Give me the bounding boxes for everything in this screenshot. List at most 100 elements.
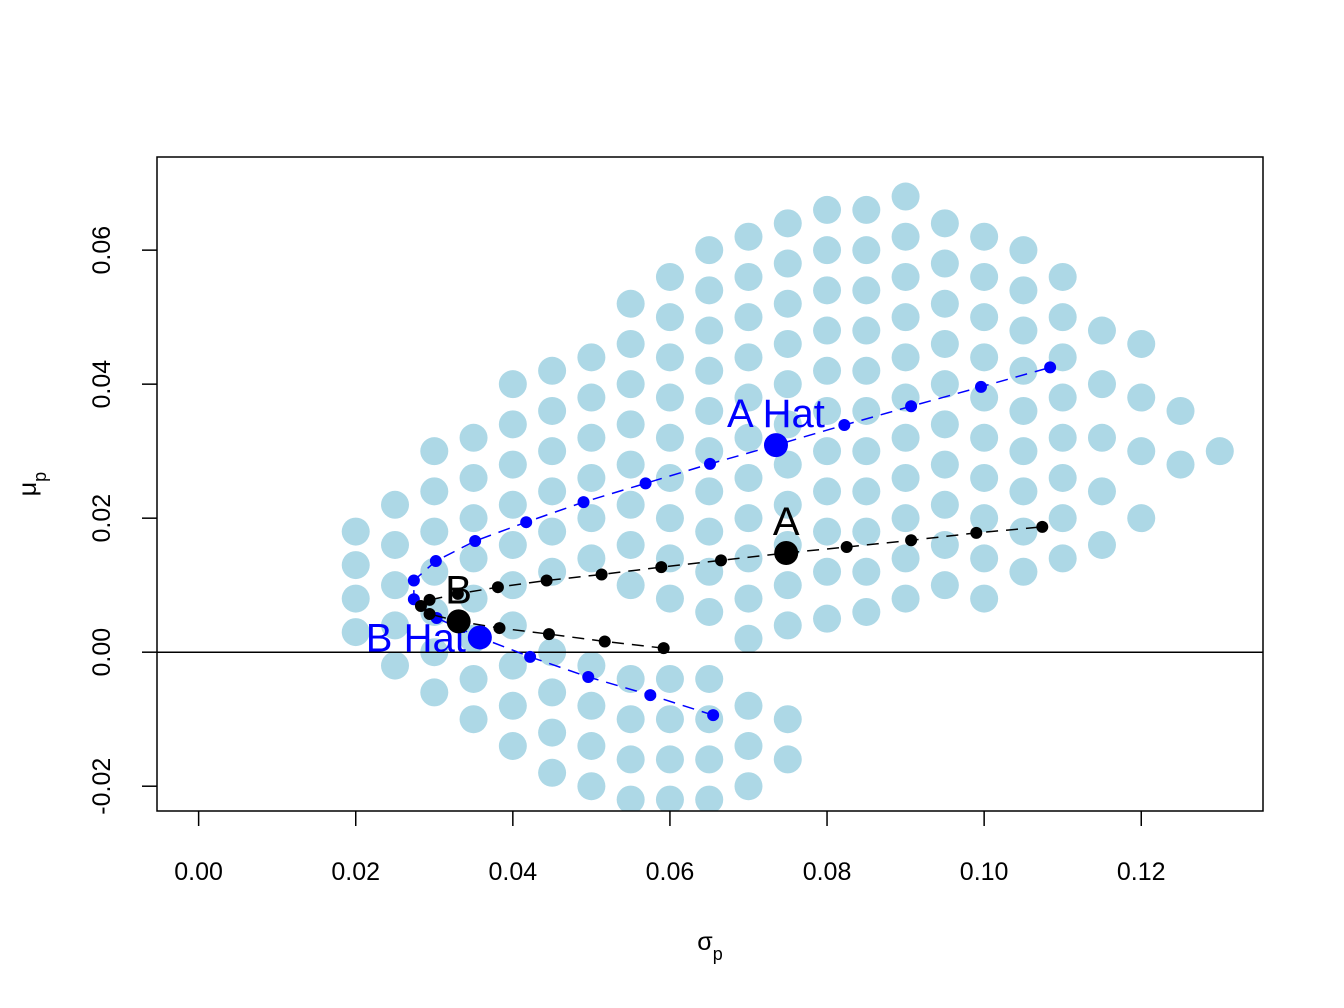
cloud-point [930,249,959,278]
cloud-point [538,718,567,747]
y-tick-label: 0.02 [88,494,116,543]
cloud-point [538,678,567,707]
cloud-point [852,195,881,224]
cloud-point [695,316,724,345]
cloud-point [1048,343,1077,372]
cloud-point [773,209,802,238]
cloud-point [1009,396,1038,425]
cloud-point [1127,383,1156,412]
cloud-point [655,262,684,291]
cloud-point [695,276,724,305]
cloud-point [734,343,763,372]
cloud-point [930,370,959,399]
cloud-point [813,356,842,385]
cloud-point [616,664,645,693]
y-axis-label-main: μ [14,482,42,496]
cloud-point [852,597,881,626]
cloud-point [498,450,527,479]
cloud-point [1087,423,1116,452]
cloud-point [695,785,724,811]
cloud-point [695,557,724,586]
cloud-point [420,557,449,586]
cloud-point [970,584,999,613]
frontier-point [639,477,652,490]
cloud-point [852,477,881,506]
y-tick-label: 0.04 [88,360,116,409]
frontier-point [595,568,608,581]
cloud-point [813,195,842,224]
cloud-point [1048,303,1077,332]
cloud-point [773,490,802,519]
cloud-point [734,772,763,801]
cloud-point [891,222,920,251]
cloud-point [852,437,881,466]
cloud-point [616,329,645,358]
cloud-point [695,437,724,466]
cloud-point [695,664,724,693]
cloud-point [498,732,527,761]
frontier-point [840,540,853,553]
highlight-point [774,541,799,566]
cloud-point [734,222,763,251]
cloud-point [616,490,645,519]
cloud-point [852,276,881,305]
cloud-point [381,490,410,519]
frontier-point [1036,520,1049,533]
cloud-point [891,504,920,533]
cloud-point [930,209,959,238]
cloud-point [1127,329,1156,358]
cloud-point [1009,236,1038,265]
highlight-label: B [445,568,472,612]
cloud-point [577,732,606,761]
cloud-point [852,517,881,546]
frontier-point [542,628,555,641]
cloud-point [498,651,527,680]
cloud-point [1087,316,1116,345]
cloud-point [616,289,645,318]
cloud-point [616,410,645,439]
cloud-point [891,544,920,573]
cloud-point [538,517,567,546]
cloud-point [1048,544,1077,573]
cloud-point [813,316,842,345]
cloud-point [891,584,920,613]
cloud-point [1087,477,1116,506]
cloud-point [616,745,645,774]
cloud-point [773,571,802,600]
x-tick-label: 0.04 [489,858,538,886]
cloud-point [813,477,842,506]
cloud-point [1009,356,1038,385]
cloud-point [734,732,763,761]
frontier-point [423,593,436,606]
frontier-point [423,607,436,620]
cloud-point [891,182,920,211]
cloud-point [773,329,802,358]
cloud-point [930,410,959,439]
cloud-point [773,370,802,399]
cloud-point [341,517,370,546]
cloud-point [813,517,842,546]
y-tick-label: -0.02 [88,758,116,815]
cloud-point [695,745,724,774]
cloud-point [538,396,567,425]
cloud-point [1205,437,1234,466]
cloud-point [852,396,881,425]
cloud-point [930,571,959,600]
cloud-point [1127,504,1156,533]
frontier-point [975,380,988,393]
cloud-point [930,329,959,358]
cloud-point [1009,477,1038,506]
frontier-point [520,516,533,529]
cloud-point [970,504,999,533]
cloud-point [538,356,567,385]
cloud-point [577,463,606,492]
cloud-point [773,611,802,640]
x-tick-label: 0.08 [803,858,852,886]
frontier-point [491,581,504,594]
cloud-point [852,356,881,385]
cloud-point [459,423,488,452]
cloud-point [381,651,410,680]
x-axis-label-main: σ [697,928,713,956]
cloud-point [695,356,724,385]
frontier-point [493,622,506,635]
